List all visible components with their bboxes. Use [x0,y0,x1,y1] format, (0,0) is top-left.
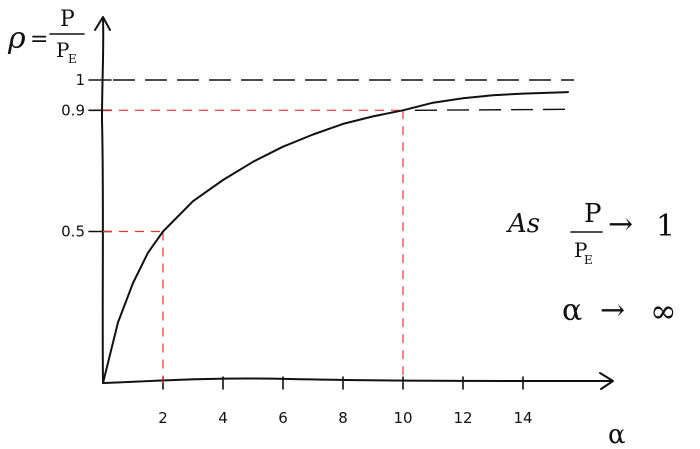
x-tick-labels: 2 4 6 8 10 12 14 [158,409,532,427]
level-09-dashed-line [414,108,575,111]
limit-note: As P P E → 1 α → ∞ [506,199,677,330]
x-tick-label: 6 [278,409,288,427]
x-axis-label: α [608,420,626,449]
note-frac-numerator: P [584,199,602,229]
y-label-rho: ρ [7,21,26,56]
x-tick-label: 8 [338,409,348,427]
reference-lines [103,79,575,383]
note-limit-value: 1 [656,209,675,244]
x-tick-label: 14 [513,409,532,427]
x-tick-label: 12 [453,409,472,427]
x-axis-arrowhead [599,372,614,390]
y-label-equals: = [30,27,48,52]
y-axis-label: ρ = P P E [7,7,85,66]
y-label-denominator: P [56,38,69,62]
y-tick-labels: 0.5 0.9 1 [61,71,85,241]
x-tick-label: 2 [158,409,168,427]
x-axis [102,377,613,384]
note-as: As [506,209,540,239]
note-arrow-2: → [600,293,625,328]
y-label-denominator-sub: E [68,52,77,66]
rho-curve [102,91,569,384]
y-tick-label: 1 [75,71,85,89]
note-frac-denominator: P [574,238,587,262]
note-infinity: ∞ [650,292,677,330]
y-tick-marks [88,79,112,233]
y-label-numerator: P [60,7,75,32]
y-tick-label: 0.9 [61,101,85,119]
curve-group [102,91,569,384]
x-tick-label: 10 [393,409,412,427]
y-axis [101,17,105,384]
x-tick-label: 4 [218,409,228,427]
note-frac-denominator-sub: E [584,253,593,267]
note-arrow-1: → [608,207,633,242]
y-tick-label: 0.5 [61,223,85,241]
y-axis-arrowhead [94,16,111,31]
note-alpha: α [562,293,582,328]
